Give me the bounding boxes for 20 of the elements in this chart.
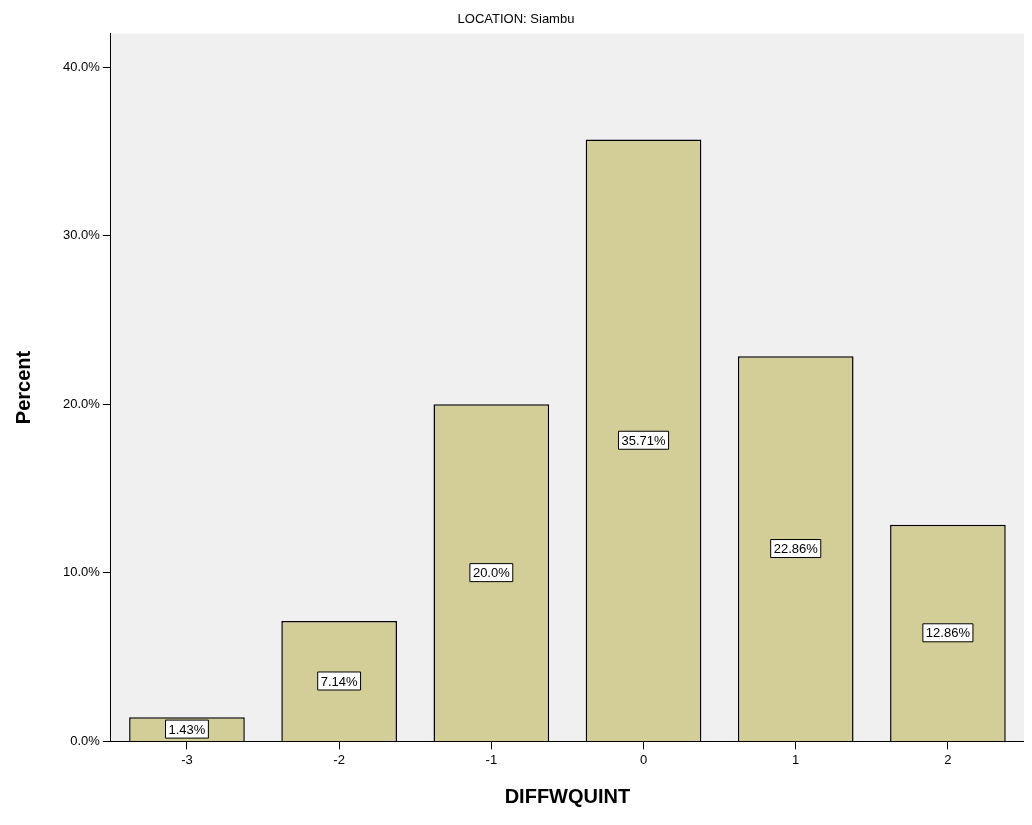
data-label: 7.14% [320, 673, 359, 689]
chart-title: LOCATION: Siambu [457, 11, 575, 27]
x-tick-label: 2 [944, 751, 952, 767]
data-label: 1.43% [168, 721, 206, 737]
data-label: 20.0% [472, 565, 511, 581]
data-label: 22.86% [773, 541, 819, 557]
x-tick-label: -1 [485, 751, 498, 767]
data-label: 35.71% [621, 432, 667, 448]
x-axis-title: DIFFWQUINT [504, 784, 631, 807]
y-axis-title: Percent [11, 350, 34, 425]
y-tick-label: 20.0% [62, 395, 101, 411]
x-tick-label: 1 [792, 751, 800, 767]
y-tick-label: 0.0% [70, 732, 101, 748]
x-tick-label: 0 [639, 751, 648, 767]
y-tick-label: 40.0% [62, 58, 101, 74]
data-label: 12.86% [925, 625, 971, 641]
x-tick-label: -3 [181, 751, 193, 767]
x-tick-label: -2 [333, 751, 345, 767]
y-tick-label: 30.0% [62, 227, 101, 243]
y-tick-label: 10.0% [62, 564, 101, 580]
